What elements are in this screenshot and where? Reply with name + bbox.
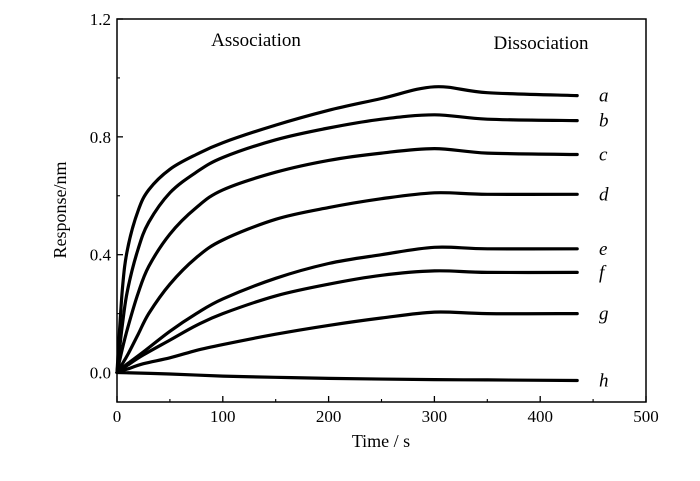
series-line-g bbox=[115, 310, 579, 375]
y-axis-title: Response/nm bbox=[50, 162, 70, 259]
x-tick-label: 300 bbox=[422, 407, 448, 426]
annotation-dissociation: Dissociation bbox=[494, 33, 589, 54]
series-label-d: d bbox=[599, 184, 609, 205]
series-label-b: b bbox=[599, 111, 609, 132]
plot-frame bbox=[116, 18, 647, 403]
y-tick-label: 0.8 bbox=[90, 128, 111, 147]
series-line-b bbox=[115, 113, 579, 375]
y-tick-label: 0.0 bbox=[90, 364, 111, 383]
series-line-e bbox=[115, 245, 579, 375]
series-line-h bbox=[115, 370, 579, 383]
series-label-f: f bbox=[599, 262, 607, 283]
annotation-association: Association bbox=[211, 30, 301, 51]
series-label-e: e bbox=[599, 239, 607, 260]
x-tick-label: 0 bbox=[113, 407, 122, 426]
series-label-g: g bbox=[599, 304, 609, 325]
series-label-h: h bbox=[599, 370, 609, 391]
y-tick-label: 0.4 bbox=[90, 246, 112, 265]
x-axis-title: Time / s bbox=[352, 431, 410, 451]
x-tick-label: 400 bbox=[527, 407, 553, 426]
y-tick-label: 1.2 bbox=[90, 10, 111, 29]
series-line-d bbox=[115, 191, 579, 375]
series-layer bbox=[115, 85, 579, 383]
series-line-c bbox=[115, 147, 579, 375]
x-tick-label: 200 bbox=[316, 407, 342, 426]
series-line-a bbox=[115, 85, 579, 375]
series-label-c: c bbox=[599, 145, 608, 166]
series-line-f bbox=[115, 269, 579, 375]
ticks-layer: 0.0 0.4 0.8 1.2 0 100 200 300 400 500 bbox=[90, 10, 659, 426]
x-tick-label: 500 bbox=[633, 407, 659, 426]
series-label-a: a bbox=[599, 86, 609, 107]
x-tick-label: 100 bbox=[210, 407, 236, 426]
